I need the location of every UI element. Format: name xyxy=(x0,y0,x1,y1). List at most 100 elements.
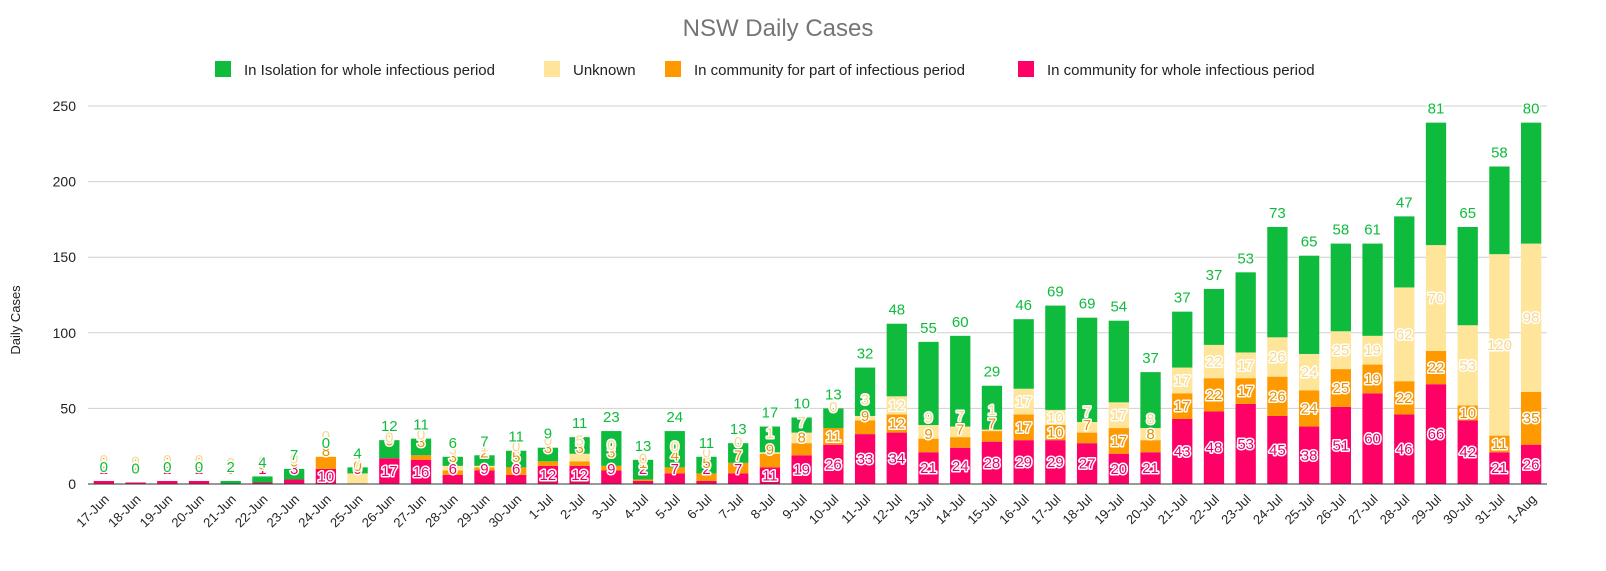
data-label: 11 xyxy=(826,428,842,445)
data-label: 0 xyxy=(163,452,171,469)
data-label: 9 xyxy=(924,426,932,443)
bar-segment xyxy=(1330,243,1351,332)
data-label: 9 xyxy=(607,461,615,478)
data-label: 66 xyxy=(1428,426,1445,443)
bar-segment xyxy=(728,443,749,463)
bar-segment xyxy=(537,461,559,466)
x-tick-label: 21-Jun xyxy=(200,492,239,531)
bar-segment xyxy=(1425,245,1447,351)
legend-swatch xyxy=(544,61,560,77)
data-label: 5 xyxy=(702,455,710,472)
x-tick-label: 6-Jul xyxy=(684,491,715,522)
data-label: 29 xyxy=(1015,454,1032,471)
data-label: 10 xyxy=(1047,409,1064,426)
bar-segment xyxy=(791,432,812,444)
data-label: 53 xyxy=(1237,436,1254,453)
bar-segment xyxy=(1140,428,1161,441)
data-label: 0 xyxy=(385,429,393,446)
bar-segment xyxy=(1203,344,1225,379)
data-label: 53 xyxy=(1237,250,1254,267)
x-tick-label: 1-Aug xyxy=(1504,492,1539,527)
data-label: 8 xyxy=(322,443,330,460)
data-label: 2 xyxy=(702,461,710,478)
bar-segment xyxy=(696,473,717,481)
data-label: 3 xyxy=(449,449,457,466)
bar-segment xyxy=(728,462,749,474)
data-label: 11 xyxy=(699,435,715,452)
bar-segment xyxy=(1076,432,1098,444)
bar-segment xyxy=(854,367,876,416)
bar-segment xyxy=(284,479,305,484)
bar-segment xyxy=(1076,422,1098,433)
data-label: 69 xyxy=(1047,284,1064,301)
bar-segment xyxy=(1362,393,1383,484)
chart-title: NSW Daily Cases xyxy=(683,15,874,42)
bar-segment xyxy=(1489,435,1510,453)
bar-segment xyxy=(1108,453,1129,484)
y-tick-label: 150 xyxy=(53,249,77,265)
data-label: 47 xyxy=(1396,194,1413,211)
bar-segment xyxy=(759,453,781,468)
bar-segment xyxy=(1203,288,1225,345)
bar-segment xyxy=(1520,444,1542,484)
data-label: 3 xyxy=(290,461,298,478)
x-tick-label: 19-Jun xyxy=(137,492,176,531)
legend-swatch xyxy=(1018,61,1034,77)
data-label: 34 xyxy=(888,450,905,467)
bar-segment xyxy=(1362,243,1383,336)
data-label: 81 xyxy=(1428,101,1445,118)
data-label: 29 xyxy=(1047,454,1064,471)
bar-segment xyxy=(1235,352,1256,379)
data-label: 19 xyxy=(1364,342,1381,359)
data-label: 12 xyxy=(888,416,905,433)
bar-segment xyxy=(1520,122,1542,244)
bar-segment xyxy=(1172,393,1193,419)
data-label: 22 xyxy=(1396,390,1413,407)
data-label: 28 xyxy=(984,455,1001,472)
bar-segment xyxy=(1172,367,1193,394)
data-label: 54 xyxy=(1110,299,1127,316)
bar-segment xyxy=(379,440,400,459)
bar-segment xyxy=(601,470,622,484)
bar-segment xyxy=(537,447,559,462)
data-label: 17 xyxy=(1237,357,1254,374)
data-label: 7 xyxy=(290,447,298,464)
data-label: 0 xyxy=(702,444,710,461)
data-label: 20 xyxy=(1110,461,1127,478)
x-tick-label: 14-Jul xyxy=(933,491,969,527)
data-label: 24 xyxy=(1301,364,1318,381)
data-label: 0 xyxy=(227,461,235,478)
data-label: 0 xyxy=(195,452,203,469)
bar-segment xyxy=(1394,216,1415,288)
data-label: 65 xyxy=(1301,234,1318,251)
data-label: 2 xyxy=(195,461,203,478)
data-label: 33 xyxy=(857,451,874,468)
bar-segment xyxy=(632,479,654,481)
data-label: 17 xyxy=(1237,383,1254,400)
bar-segment xyxy=(1267,337,1288,377)
data-label: 5 xyxy=(575,432,583,449)
y-tick-label: 100 xyxy=(53,325,77,341)
data-label: 0 xyxy=(163,455,171,472)
data-label: 0 xyxy=(163,459,171,476)
bar-segment xyxy=(981,385,1003,430)
data-label: 7 xyxy=(956,408,964,425)
data-label: 0 xyxy=(544,432,552,449)
data-label: 6 xyxy=(512,461,520,478)
x-tick-label: 7-Jul xyxy=(716,491,747,522)
data-label: 22 xyxy=(1206,354,1223,371)
x-tick-label: 23-Jul xyxy=(1218,491,1254,527)
bar-segment xyxy=(506,474,527,484)
data-label: 4 xyxy=(258,454,266,471)
data-label: 1 xyxy=(480,438,488,455)
bar-segment xyxy=(664,473,685,484)
bar-segment xyxy=(1172,311,1193,368)
data-label: 17 xyxy=(1110,407,1127,424)
x-tick-label: 11-Jul xyxy=(838,491,873,526)
data-label: 11 xyxy=(508,429,524,446)
bar-segment xyxy=(442,456,463,466)
bar-segment xyxy=(1362,335,1383,365)
bar-segment xyxy=(410,459,432,484)
